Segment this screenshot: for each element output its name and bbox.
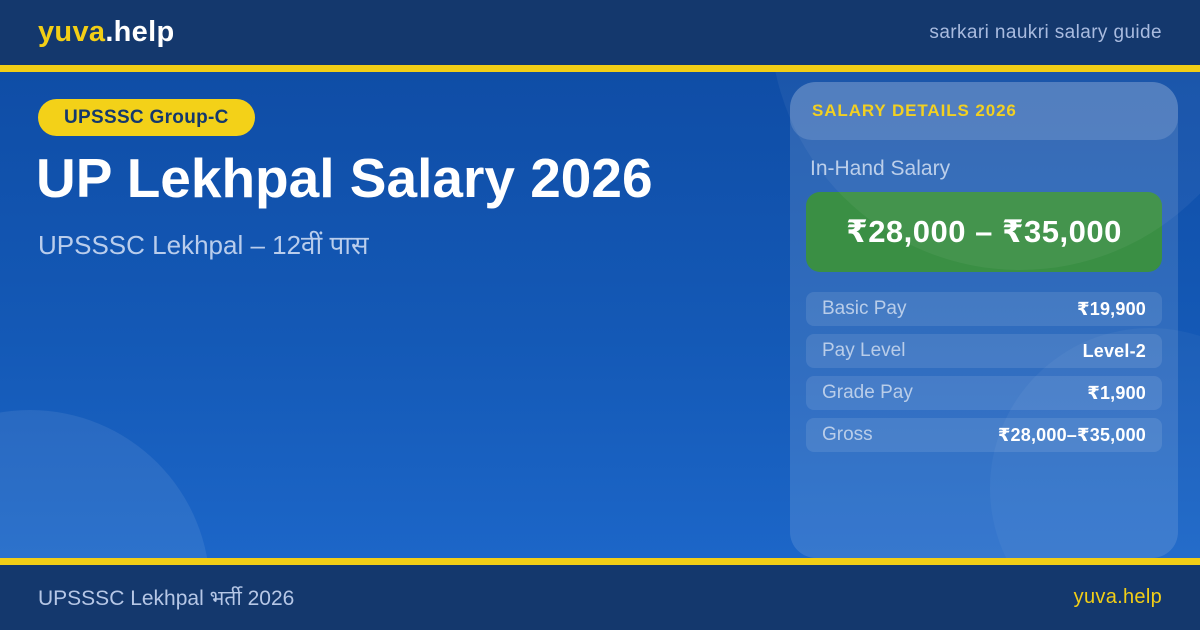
footer-bar: UPSSSC Lekhpal भर्ती 2026 yuva.help [0, 565, 1200, 630]
salary-row-basic-pay: Basic Pay ₹19,900 [806, 292, 1162, 326]
in-hand-salary-label: In-Hand Salary [810, 157, 951, 180]
main-content: UPSSSC Group-C UP Lekhpal Salary 2026 UP… [0, 72, 1200, 558]
salary-card-header: SALARY DETAILS 2026 [790, 82, 1178, 140]
row-label: Basic Pay [822, 298, 907, 319]
row-value: Level-2 [1082, 340, 1146, 361]
salary-details-card: SALARY DETAILS 2026 In-Hand Salary ₹28,0… [790, 82, 1178, 558]
row-value: ₹19,900 [1077, 298, 1146, 319]
row-label: Grade Pay [822, 382, 913, 403]
salary-rows: Basic Pay ₹19,900 Pay Level Level-2 Grad… [806, 292, 1162, 452]
logo-primary-text: yuva [38, 16, 106, 48]
logo-suffix-text: .help [105, 16, 175, 48]
footer-brand: yuva.help [1073, 586, 1162, 608]
row-label: Pay Level [822, 340, 906, 361]
row-label: Gross [822, 424, 873, 445]
page-subtitle: UPSSSC Lekhpal – 12वीं पास [38, 230, 369, 260]
header-bar: yuva.help sarkari naukri salary guide [0, 0, 1200, 65]
in-hand-salary-value: ₹28,000 – ₹35,000 [806, 192, 1162, 272]
decorative-circle-bottom-left [0, 410, 210, 558]
header-tagline: sarkari naukri salary guide [929, 21, 1162, 43]
bottom-accent-divider [0, 558, 1200, 565]
row-value: ₹1,900 [1087, 382, 1146, 403]
salary-row-pay-level: Pay Level Level-2 [806, 334, 1162, 368]
site-logo: yuva.help [38, 16, 174, 49]
row-value: ₹28,000–₹35,000 [997, 424, 1146, 445]
salary-row-gross: Gross ₹28,000–₹35,000 [806, 418, 1162, 452]
salary-card-title: SALARY DETAILS 2026 [812, 101, 1017, 120]
salary-row-grade-pay: Grade Pay ₹1,900 [806, 376, 1162, 410]
top-accent-divider [0, 65, 1200, 72]
salary-card-body: In-Hand Salary ₹28,000 – ₹35,000 Basic P… [790, 140, 1178, 452]
footer-left-text: UPSSSC Lekhpal भर्ती 2026 [38, 586, 295, 610]
category-badge: UPSSSC Group-C [38, 99, 255, 136]
page-title: UP Lekhpal Salary 2026 [36, 147, 653, 209]
